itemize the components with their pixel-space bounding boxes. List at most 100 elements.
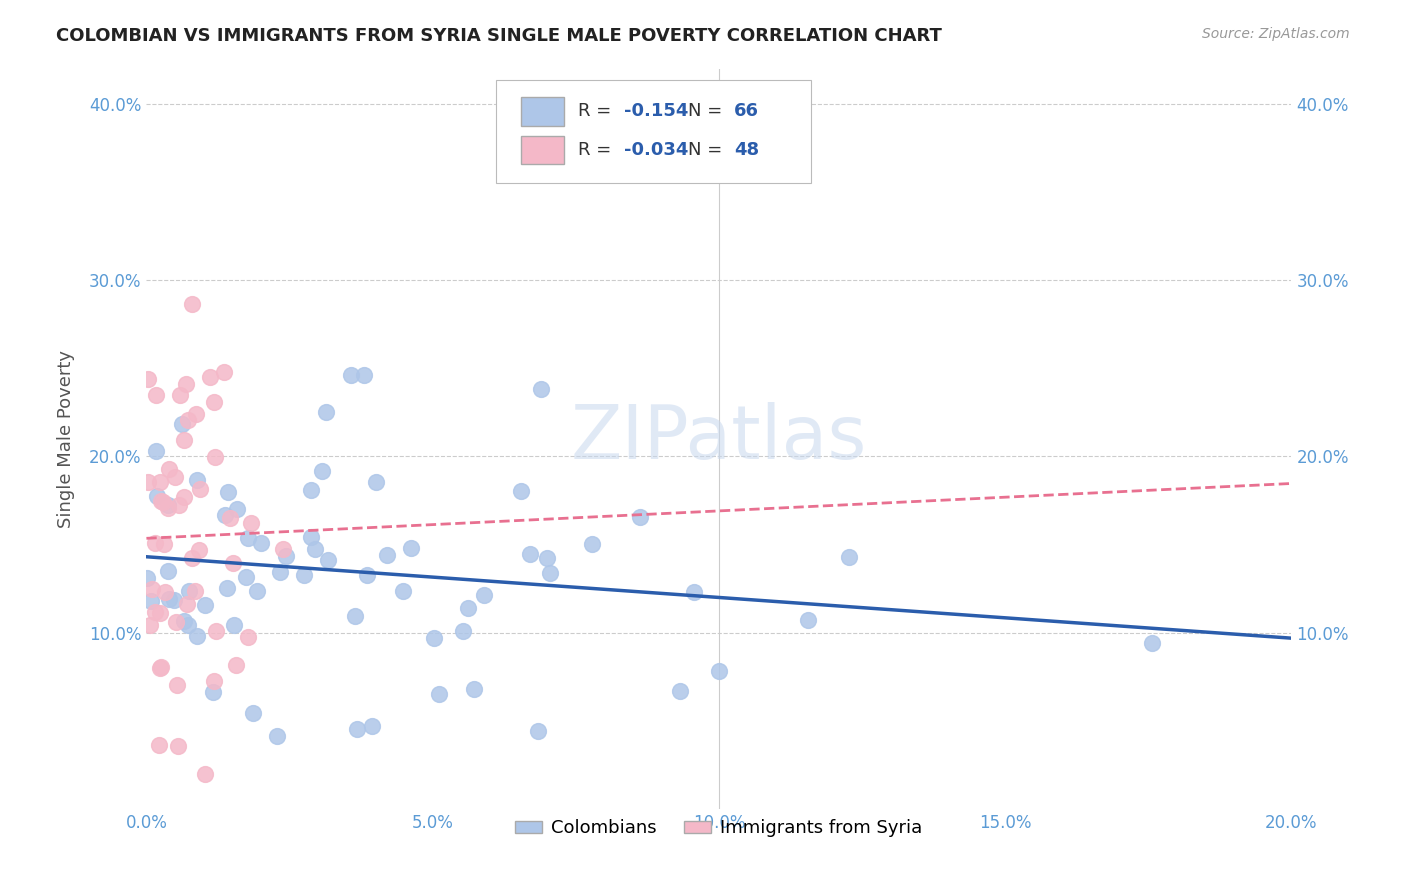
Point xyxy=(149,606,172,620)
Point xyxy=(269,565,291,579)
Point xyxy=(366,475,388,489)
Point xyxy=(149,660,172,674)
Point xyxy=(266,729,288,743)
Text: ZIPatlas: ZIPatlas xyxy=(571,402,868,475)
Text: N =: N = xyxy=(688,103,728,120)
Point xyxy=(519,547,541,561)
Point xyxy=(145,444,167,458)
Point xyxy=(177,584,200,599)
Point xyxy=(239,516,262,531)
Point xyxy=(193,767,215,781)
Point xyxy=(167,739,190,753)
Text: COLOMBIAN VS IMMIGRANTS FROM SYRIA SINGLE MALE POVERTY CORRELATION CHART: COLOMBIAN VS IMMIGRANTS FROM SYRIA SINGL… xyxy=(56,27,942,45)
Point xyxy=(194,599,217,613)
Point xyxy=(136,475,159,489)
Point xyxy=(224,617,246,632)
Text: N =: N = xyxy=(688,141,728,159)
Point xyxy=(198,370,221,384)
Point xyxy=(166,678,188,692)
Point xyxy=(422,631,444,645)
Text: R =: R = xyxy=(578,103,617,120)
Point xyxy=(170,417,193,431)
Point xyxy=(311,464,333,478)
Point xyxy=(236,531,259,545)
Point xyxy=(339,368,361,382)
Point xyxy=(173,490,195,504)
Point xyxy=(177,413,200,427)
Point xyxy=(707,664,730,678)
Point xyxy=(173,433,195,447)
Point xyxy=(527,723,550,738)
Point xyxy=(136,372,159,386)
Point xyxy=(235,570,257,584)
Point xyxy=(181,297,204,311)
Point xyxy=(180,550,202,565)
Point xyxy=(183,583,205,598)
Point xyxy=(204,450,226,464)
Point xyxy=(153,584,176,599)
Point xyxy=(375,548,398,562)
Point xyxy=(538,566,561,580)
Point xyxy=(536,551,558,566)
Y-axis label: Single Male Poverty: Single Male Poverty xyxy=(58,350,75,528)
Point xyxy=(683,584,706,599)
Point xyxy=(159,462,181,476)
Point xyxy=(274,549,297,563)
Text: 48: 48 xyxy=(734,141,759,159)
Point xyxy=(173,614,195,628)
FancyBboxPatch shape xyxy=(520,136,564,164)
Point xyxy=(669,683,692,698)
Point xyxy=(463,681,485,696)
Point xyxy=(157,498,180,512)
FancyBboxPatch shape xyxy=(520,97,564,126)
Point xyxy=(152,495,174,509)
Point xyxy=(163,593,186,607)
Point xyxy=(148,738,170,752)
Point xyxy=(202,674,225,689)
Text: Source: ZipAtlas.com: Source: ZipAtlas.com xyxy=(1202,27,1350,41)
Point xyxy=(150,494,173,508)
Point xyxy=(399,541,422,555)
Point xyxy=(796,613,818,627)
Point xyxy=(201,685,224,699)
Point xyxy=(353,368,375,383)
Point xyxy=(246,583,269,598)
Point xyxy=(299,483,322,497)
Point xyxy=(153,537,176,551)
Point xyxy=(163,470,186,484)
Text: -0.034: -0.034 xyxy=(624,141,689,159)
Point xyxy=(510,483,533,498)
Point xyxy=(343,609,366,624)
Point xyxy=(249,536,271,550)
Point xyxy=(472,588,495,602)
Point xyxy=(146,489,169,503)
FancyBboxPatch shape xyxy=(496,79,810,184)
Point xyxy=(315,404,337,418)
Point xyxy=(1142,636,1164,650)
Point xyxy=(186,629,208,643)
Text: -0.154: -0.154 xyxy=(624,103,689,120)
Point xyxy=(299,530,322,544)
Point xyxy=(316,553,339,567)
Point xyxy=(176,597,198,611)
Point xyxy=(238,630,260,644)
Point xyxy=(581,537,603,551)
Point xyxy=(177,618,200,632)
Point xyxy=(188,482,211,496)
Point xyxy=(222,556,245,570)
Point xyxy=(138,618,160,632)
Point xyxy=(838,550,860,565)
Point xyxy=(242,706,264,720)
Point xyxy=(457,600,479,615)
Point xyxy=(219,511,242,525)
Legend: Colombians, Immigrants from Syria: Colombians, Immigrants from Syria xyxy=(508,812,929,845)
Point xyxy=(157,501,180,516)
Point xyxy=(184,407,207,421)
Point xyxy=(143,605,166,619)
Point xyxy=(529,382,551,396)
Text: R =: R = xyxy=(578,141,617,159)
Point xyxy=(149,660,172,674)
Point xyxy=(212,365,235,379)
Point xyxy=(167,499,190,513)
Point xyxy=(141,593,163,607)
